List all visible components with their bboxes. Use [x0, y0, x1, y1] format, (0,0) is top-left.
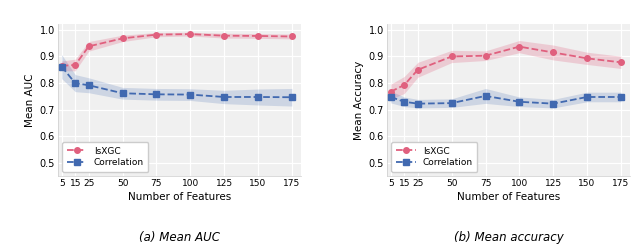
lsXGC [583, 57, 591, 60]
Correlation [72, 82, 79, 85]
lsXGC [549, 51, 557, 54]
lsXGC [401, 84, 408, 86]
lsXGC [448, 55, 456, 58]
Correlation [152, 93, 160, 96]
lsXGC [72, 63, 79, 66]
lsXGC [152, 33, 160, 36]
Correlation [414, 102, 422, 105]
Line: lsXGC: lsXGC [388, 44, 624, 94]
lsXGC [254, 35, 262, 37]
lsXGC [387, 90, 394, 93]
Legend: lsXGC, Correlation: lsXGC, Correlation [62, 142, 148, 172]
lsXGC [58, 64, 65, 67]
Correlation [583, 96, 591, 98]
Correlation [549, 102, 557, 105]
lsXGC [516, 45, 524, 48]
Correlation [387, 96, 394, 98]
Correlation [186, 93, 194, 96]
Correlation [482, 95, 490, 98]
Line: Correlation: Correlation [59, 64, 294, 100]
Y-axis label: Mean Accuracy: Mean Accuracy [355, 61, 364, 140]
Y-axis label: Mean AUC: Mean AUC [26, 74, 35, 127]
Correlation [119, 92, 127, 95]
Correlation [254, 96, 262, 98]
Correlation [448, 102, 456, 105]
lsXGC [482, 54, 490, 57]
Correlation [617, 96, 625, 98]
Line: Correlation: Correlation [388, 93, 623, 106]
Correlation [220, 96, 228, 98]
Text: (b) Mean accuracy: (b) Mean accuracy [454, 231, 563, 244]
Legend: lsXGC, Correlation: lsXGC, Correlation [391, 142, 477, 172]
lsXGC [119, 37, 127, 40]
X-axis label: Number of Features: Number of Features [457, 192, 560, 202]
Line: lsXGC: lsXGC [59, 31, 294, 69]
lsXGC [617, 61, 625, 64]
lsXGC [414, 68, 422, 71]
Correlation [401, 100, 408, 103]
lsXGC [186, 33, 194, 36]
Correlation [516, 100, 524, 103]
Correlation [58, 65, 65, 68]
lsXGC [220, 34, 228, 37]
Correlation [85, 84, 93, 87]
X-axis label: Number of Features: Number of Features [128, 192, 231, 202]
lsXGC [288, 35, 296, 38]
Text: (a) Mean AUC: (a) Mean AUC [139, 231, 220, 244]
lsXGC [85, 45, 93, 48]
Correlation [288, 96, 296, 99]
